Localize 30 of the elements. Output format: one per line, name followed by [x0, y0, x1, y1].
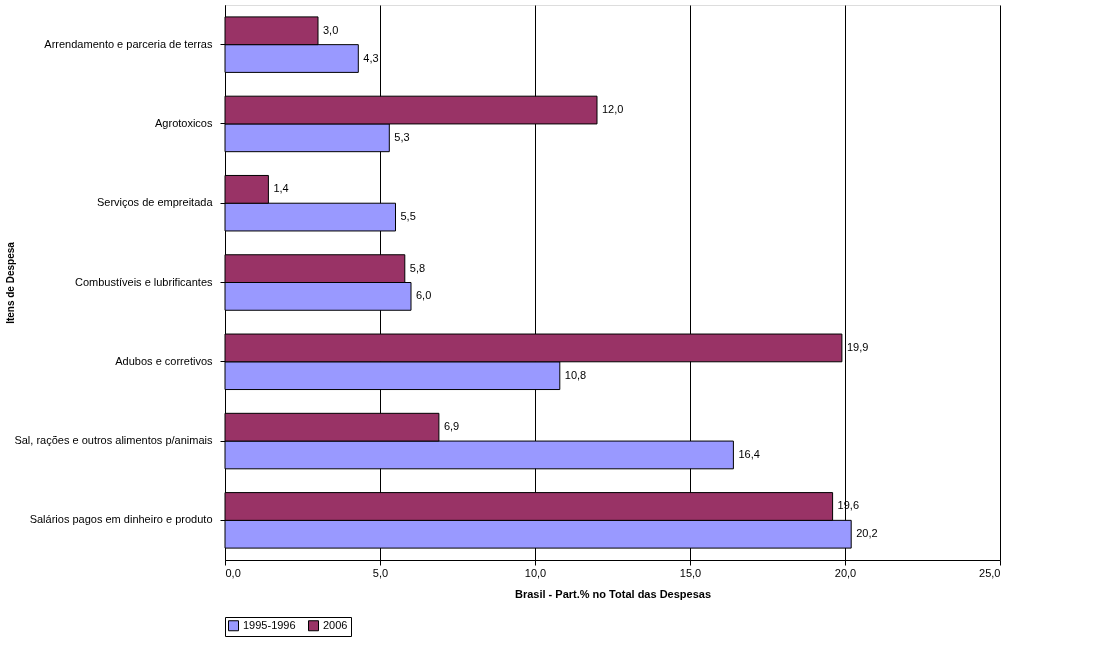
data-label: 5,5 — [400, 210, 416, 223]
y-tick-label: Agrotoxicos — [155, 116, 213, 129]
y-tick-label: Adubos e corretivos — [115, 354, 213, 367]
legend-label: 2006 — [323, 618, 348, 631]
x-tick-label: 25,0 — [979, 566, 1001, 579]
y-tick-label: Arrendamento e parceria de terras — [44, 37, 213, 50]
data-label: 20,2 — [856, 527, 878, 540]
x-tick-label: 15,0 — [679, 566, 702, 579]
y-tick-label: Salários pagos em dinheiro e produto — [29, 513, 213, 526]
data-label: 5,8 — [409, 261, 426, 274]
data-label: 19,9 — [846, 340, 869, 353]
y-axis-title: Itens de Despesa — [4, 241, 16, 324]
y-tick-label: Serviços de empreitada — [96, 196, 214, 209]
x-tick-label: 0,0 — [225, 566, 241, 579]
data-label: 10,8 — [564, 368, 587, 381]
legend-label: 1995-1996 — [243, 618, 296, 631]
data-label: 5,3 — [394, 130, 410, 143]
y-tick-label: Sal, rações e outros alimentos p/animais — [14, 434, 213, 447]
data-label: 6,9 — [443, 420, 460, 433]
x-axis-title: Brasil - Part.% no Total das Despesas — [514, 587, 712, 600]
x-tick-label: 5,0 — [372, 566, 389, 579]
data-label: 3,0 — [323, 23, 339, 36]
data-label: 1,4 — [273, 182, 289, 195]
x-tick-label: 20,0 — [834, 566, 857, 579]
data-label: 4,3 — [363, 51, 379, 64]
data-label: 16,4 — [738, 447, 760, 460]
data-label: 6,0 — [416, 289, 432, 302]
data-label: 12,0 — [602, 103, 624, 116]
y-tick-label: Combustíveis e lubrificantes — [74, 275, 213, 288]
x-tick-label: 10,0 — [524, 566, 547, 579]
